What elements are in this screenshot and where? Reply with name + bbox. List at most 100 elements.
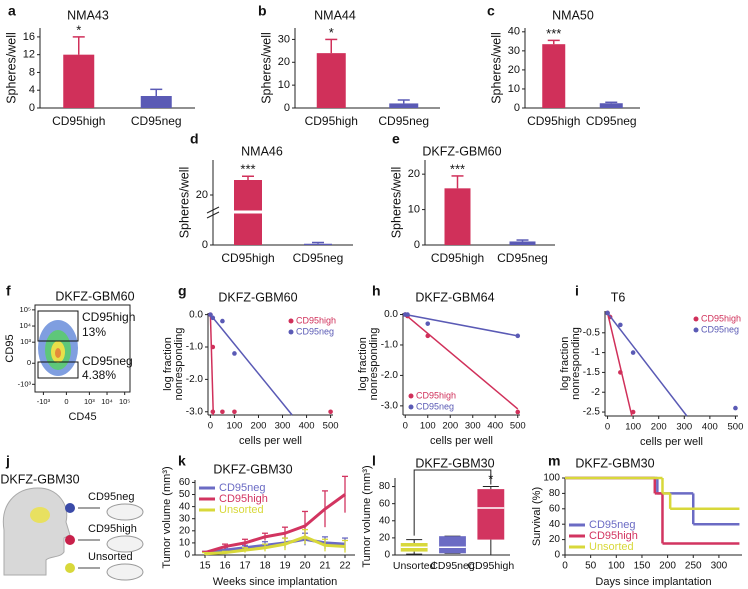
y-tick-label: 0 xyxy=(284,102,290,114)
legend-label: CD95high xyxy=(416,390,456,400)
y-tick-label: 4 xyxy=(29,84,35,96)
y-axis-label: nonresponding xyxy=(570,327,582,400)
significance-bracket xyxy=(413,469,492,536)
panel-letter: i xyxy=(575,283,579,299)
series-line xyxy=(204,535,346,556)
chart-title: DKFZ-GBM30 xyxy=(213,462,292,476)
y-tick-label: 20 xyxy=(408,168,420,180)
x-tick-label: 500 xyxy=(323,421,339,432)
y-tick-label: -2.0 xyxy=(186,374,204,385)
point xyxy=(515,409,521,415)
legend-label: CD95neg xyxy=(219,482,265,494)
box xyxy=(477,489,505,540)
y-tick-label: 10 xyxy=(278,79,290,91)
y-tick-label: 20 xyxy=(379,533,391,544)
point xyxy=(232,351,237,356)
x-tick-label: 200 xyxy=(442,421,458,432)
chart-title: DKFZ-GBM60 xyxy=(218,290,297,304)
gate xyxy=(37,310,79,342)
x-tick-label: 10⁵ xyxy=(119,397,130,406)
point xyxy=(328,409,333,415)
bar xyxy=(304,243,332,245)
y-tick-label: 50 xyxy=(179,489,191,500)
legend-label: CD95high xyxy=(589,530,638,542)
legend-label: CD95neg xyxy=(589,519,635,531)
chart-title: NMA43 xyxy=(67,8,109,22)
y-tick-label: 0 xyxy=(514,102,520,114)
point xyxy=(425,333,431,339)
y-tick-label: 20 xyxy=(549,534,561,545)
x-tick-label: CD95high xyxy=(221,251,274,265)
y-tick-label: 40 xyxy=(549,519,561,530)
head xyxy=(2,487,71,576)
y-tick-label: -1.0 xyxy=(381,340,399,351)
point xyxy=(210,315,216,321)
point xyxy=(210,409,216,415)
y-axis-label: Survival (%) xyxy=(531,487,543,546)
y-tick-label: -3.0 xyxy=(186,406,204,417)
y-axis-label: log fraction xyxy=(162,337,174,391)
legend-label: CD95neg xyxy=(416,401,454,411)
gate-name: CD95high xyxy=(82,310,135,324)
x-tick-label: 200 xyxy=(659,561,676,572)
y-axis-label: Spheres/well xyxy=(4,32,18,104)
x-tick-label: Unsorted xyxy=(393,560,436,572)
legend-label: CD95high xyxy=(701,313,741,323)
point xyxy=(618,322,623,328)
y-tick-label: 40 xyxy=(508,26,520,38)
chart-title: DKFZ-GBM60 xyxy=(422,144,501,158)
x-tick-label: 300 xyxy=(711,561,728,572)
x-tick-label: 400 xyxy=(487,421,503,432)
mouse xyxy=(106,535,144,553)
x-tick-label: 0 xyxy=(208,421,213,432)
y-axis-label: log fraction xyxy=(357,337,369,391)
x-tick-label: CD95high xyxy=(52,114,105,128)
y-tick-label: 0 xyxy=(27,358,31,367)
x-tick-label: 400 xyxy=(702,422,718,433)
point xyxy=(425,321,431,326)
x-tick-label: 19 xyxy=(279,561,291,572)
y-tick-label: 30 xyxy=(508,45,520,57)
x-tick-label: 21 xyxy=(319,561,331,572)
x-tick-label: CD95neg xyxy=(497,251,548,265)
point xyxy=(630,409,636,415)
y-tick-label: 0 xyxy=(384,550,390,561)
x-tick-label: 0 xyxy=(605,422,610,433)
y-tick-label: -2 xyxy=(591,387,600,398)
bar xyxy=(542,44,566,108)
y-tick-label: 20 xyxy=(179,525,191,536)
y-axis-label: Spheres/well xyxy=(177,167,191,239)
chart-title: DKFZ-GBM60 xyxy=(55,289,134,303)
x-tick-label: CD95neg xyxy=(586,114,637,128)
point xyxy=(220,318,225,324)
panel-letter: c xyxy=(487,3,495,19)
x-axis-label: Weeks since implantation xyxy=(213,576,338,588)
y-tick-label: 10⁴ xyxy=(19,321,31,330)
y-tick-label: 10 xyxy=(179,538,191,549)
y-axis-label: nonresponding xyxy=(173,328,185,401)
significance: *** xyxy=(546,26,561,41)
fit-line xyxy=(209,314,293,416)
y-tick-label: 10 xyxy=(508,83,520,95)
x-axis-label: cells per well xyxy=(239,435,302,447)
chart-title: NMA44 xyxy=(314,8,356,22)
legend-label: Unsorted xyxy=(589,541,634,553)
x-tick-label: 0 xyxy=(64,397,68,406)
y-tick-label: 0 xyxy=(184,550,190,561)
x-tick-label: 50 xyxy=(585,561,597,572)
panel-letter: j xyxy=(5,453,10,469)
x-tick-label: 100 xyxy=(420,421,436,432)
series-line xyxy=(204,493,346,555)
panel-letter: g xyxy=(178,283,187,299)
x-axis-label: CD45 xyxy=(68,411,96,423)
point xyxy=(210,344,216,350)
point xyxy=(208,312,213,317)
x-tick-label: 100 xyxy=(608,561,625,572)
y-tick-label: 80 xyxy=(379,481,391,492)
point xyxy=(605,310,610,316)
y-tick-label: -1.5 xyxy=(583,367,601,378)
x-tick-label: 100 xyxy=(625,422,641,433)
y-axis-label: Spheres/well xyxy=(259,32,273,104)
chart-title: DKFZ-GBM30 xyxy=(415,456,494,470)
mouse xyxy=(106,563,144,581)
